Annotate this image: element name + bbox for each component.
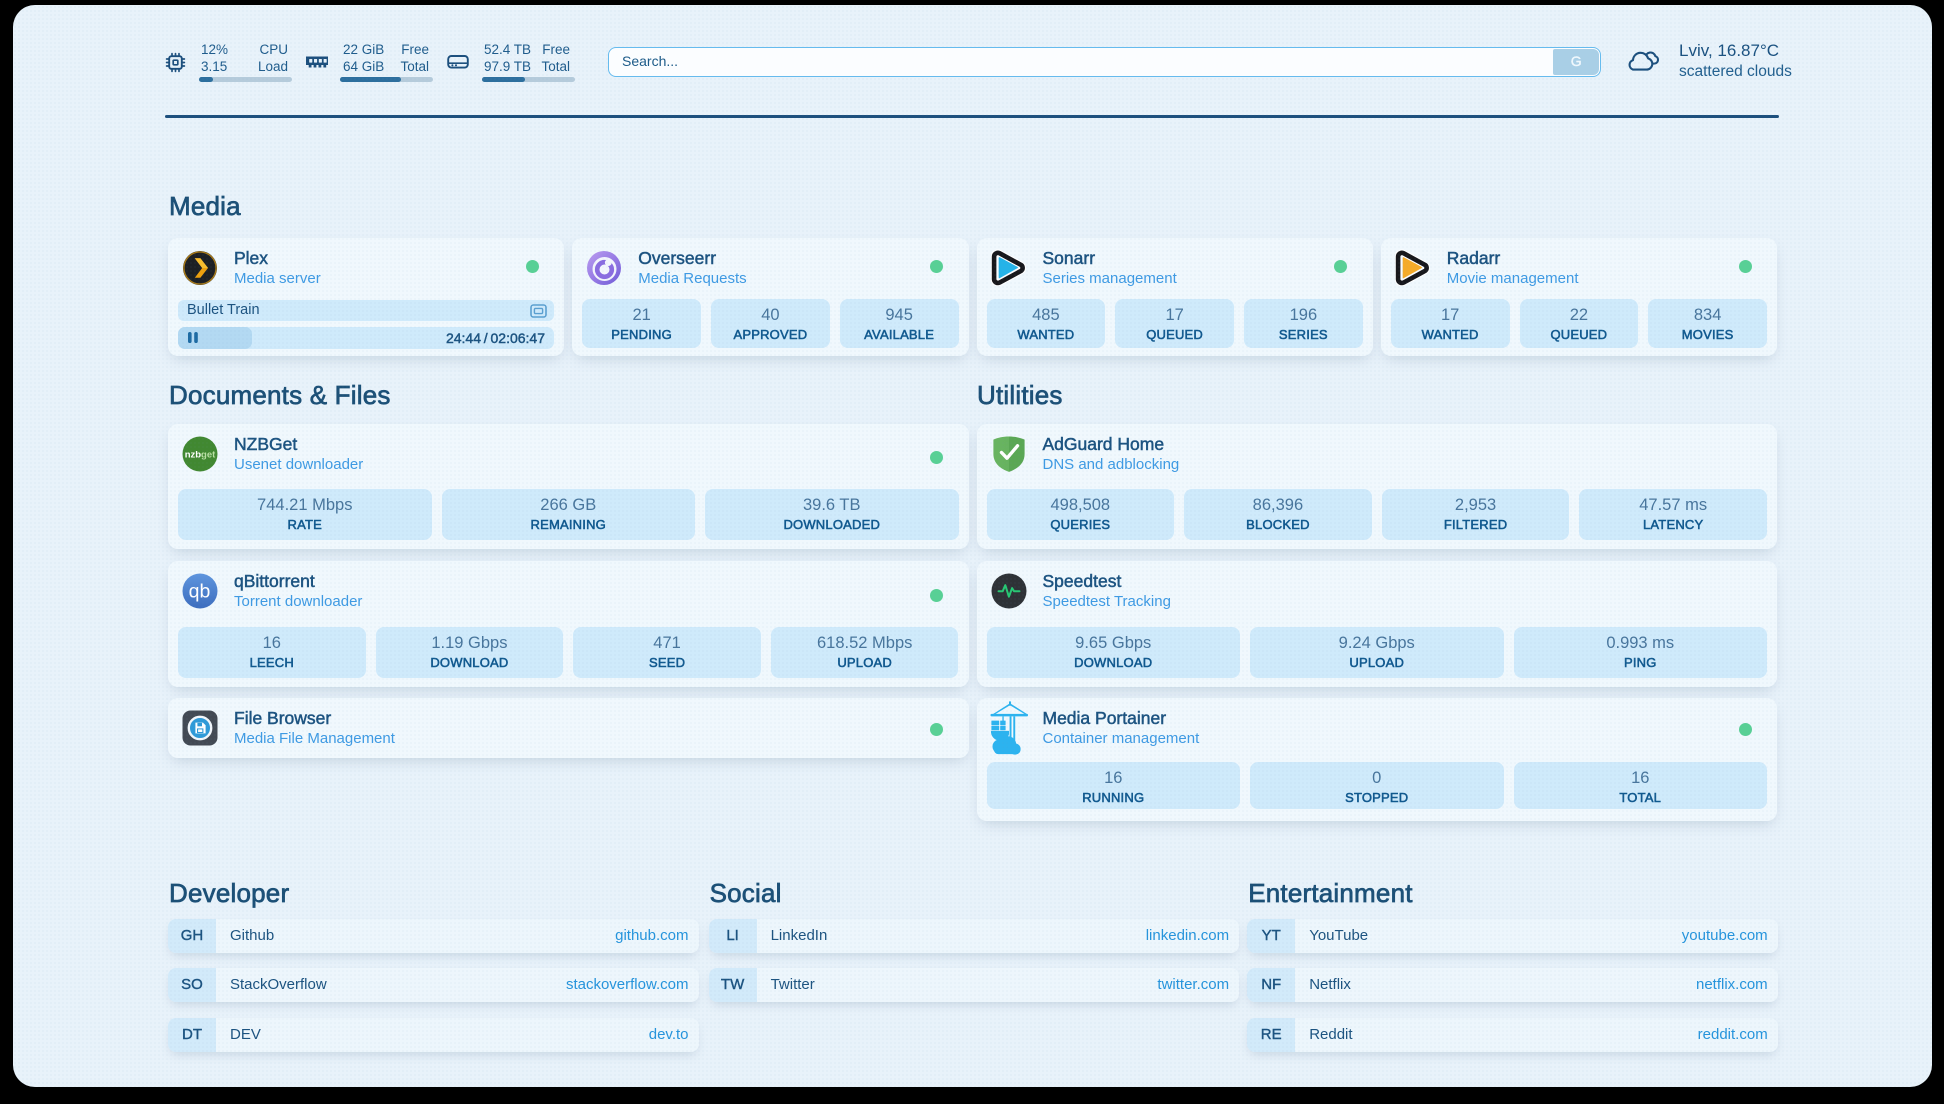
svg-text:qb: qb <box>189 581 211 603</box>
svg-text:nzbget: nzbget <box>185 449 216 460</box>
